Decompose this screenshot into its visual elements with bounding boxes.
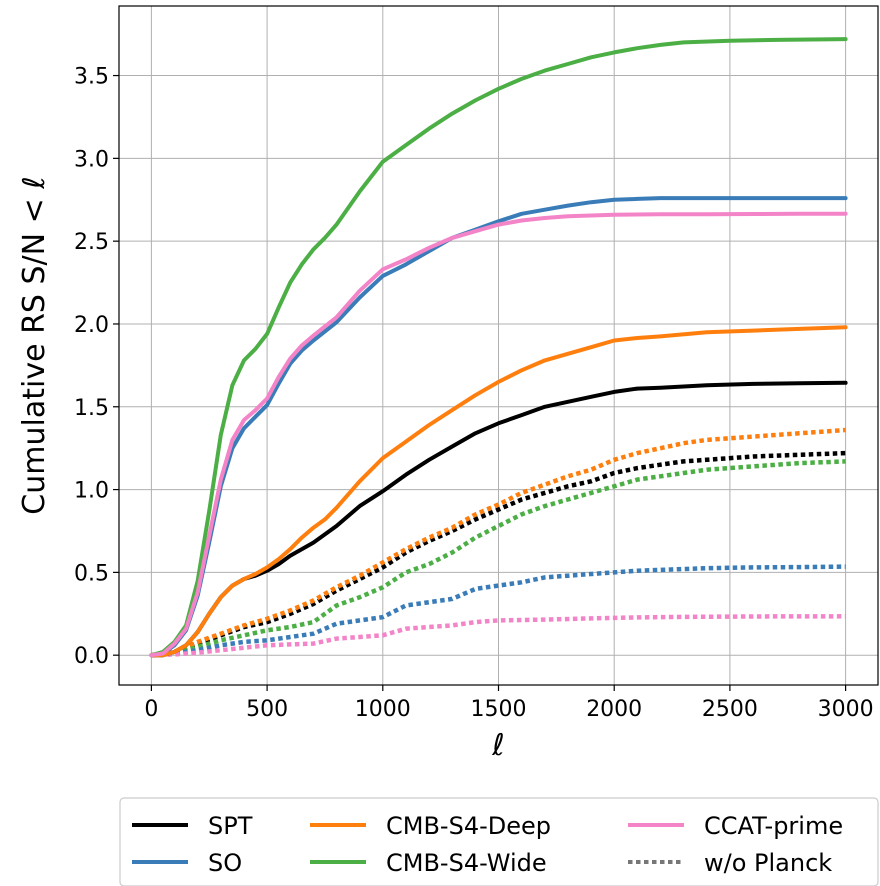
series-line-ccat-prime	[149, 211, 848, 658]
y-tick-label: 3.0	[74, 147, 109, 172]
y-tick-label: 1.5	[74, 396, 109, 421]
y-tick-label: 3.5	[74, 65, 109, 90]
legend-label: w/o Planck	[704, 849, 832, 877]
series-line-cmb-s4-wide	[149, 37, 848, 658]
x-tick-label: 0	[144, 697, 158, 722]
x-tick-label: 2000	[586, 697, 642, 722]
y-axis-label: Cumulative RS S/N < ℓ	[17, 176, 52, 514]
series-line-w-o-planck-dotted	[151, 459, 846, 658]
y-tick-label: 1.0	[74, 479, 109, 504]
legend-label: SPT	[208, 812, 253, 840]
grid	[119, 6, 878, 685]
series-line-cmb-s4-deep	[149, 325, 848, 658]
axis-ticks: 0 500 1000 1500 2000 2500 3000 0.0 0.5 1.0 1.5 2.0 2…	[74, 65, 874, 722]
series-line-w-o-planck-dotted	[151, 427, 846, 658]
legend-box	[119, 797, 879, 886]
x-tick-label: 3000	[818, 697, 874, 722]
legend-label: CCAT-prime	[704, 812, 843, 840]
legend-label: CMB-S4-Wide	[386, 849, 547, 877]
x-tick-label: 500	[246, 697, 288, 722]
y-tick-label: 2.5	[74, 230, 109, 255]
plot-lines	[149, 37, 848, 658]
y-tick-label: 0.0	[74, 644, 109, 669]
x-tick-label: 1500	[471, 697, 527, 722]
legend: SPT SO CMB-S4-Deep CMB-S4-Wide CCAT-prime w/o…	[119, 797, 879, 886]
x-tick-label: 2500	[702, 697, 758, 722]
series-line-w-o-planck-dotted	[151, 564, 846, 658]
legend-label: SO	[208, 849, 242, 877]
x-tick-label: 1000	[355, 697, 411, 722]
y-tick-label: 2.0	[74, 313, 109, 338]
series-line-w-o-planck-dotted	[151, 614, 846, 658]
legend-label: CMB-S4-Deep	[386, 812, 551, 840]
y-tick-label: 0.5	[74, 561, 109, 586]
x-axis-label: ℓ	[491, 728, 504, 763]
